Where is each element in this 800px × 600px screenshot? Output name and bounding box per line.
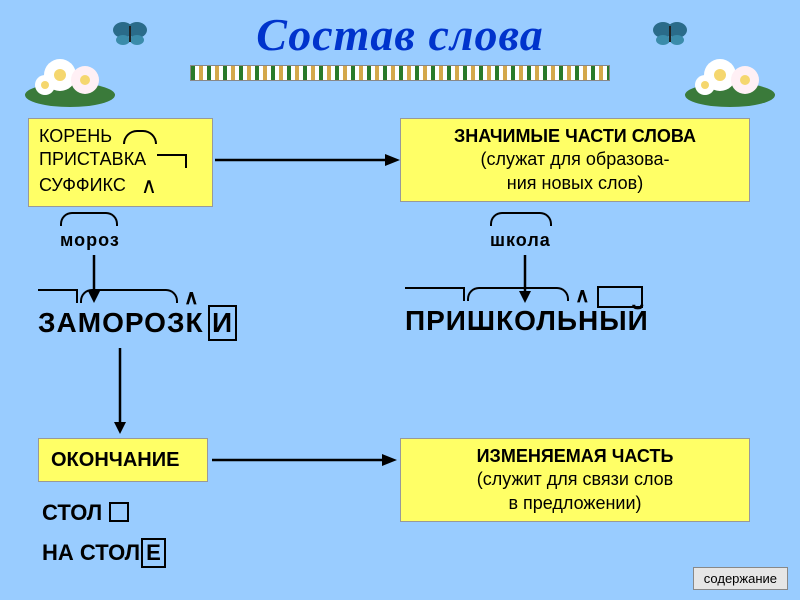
parts-box: КОРЕНЬ ПРИСТАВКА СУФФИКС ∧ — [28, 118, 213, 207]
meaning-box: ЗНАЧИМЫЕ ЧАСТИ СЛОВА (служат для образов… — [400, 118, 750, 202]
stol-ending-icon — [109, 502, 129, 522]
pattern-bar — [190, 65, 610, 81]
meaning-line2: (служат для образова- — [411, 148, 739, 171]
suffix-label: СУФФИКС — [39, 175, 126, 195]
word-shkola: школа — [490, 230, 551, 251]
zamorozki-base: ЗАМОРОЗК — [38, 307, 204, 338]
ending-box: ОКОНЧАНИЕ — [38, 438, 208, 482]
word-nastole: НА СТОЛЕ — [42, 538, 166, 568]
zamorozki-ending: И — [208, 305, 237, 341]
butterfly-left-icon — [110, 18, 150, 48]
butterfly-right-icon — [650, 18, 690, 48]
moroz-text: мороз — [60, 230, 120, 250]
root-symbol-icon — [123, 130, 157, 144]
prishkolny-text: ПРИШКОЛЬНЫЙ — [405, 305, 649, 336]
flower-right-icon — [680, 40, 780, 110]
arrow-zamorozki-down-icon — [110, 348, 130, 436]
changing-line1: ИЗМЕНЯЕМАЯ ЧАСТЬ — [411, 445, 739, 468]
changing-box: ИЗМЕНЯЕМАЯ ЧАСТЬ (служит для связи слов … — [400, 438, 750, 522]
arrow-ending-changing-icon — [212, 445, 402, 475]
flower-left-icon — [20, 40, 120, 110]
ending-label: ОКОНЧАНИЕ — [51, 449, 179, 471]
changing-line2: (служит для связи слов — [411, 468, 739, 491]
meaning-line1: ЗНАЧИМЫЕ ЧАСТИ СЛОВА — [411, 125, 739, 148]
meaning-line3: ния новых слов) — [411, 172, 739, 195]
root-label: КОРЕНЬ — [39, 126, 112, 146]
prefix-label: ПРИСТАВКА — [39, 149, 146, 169]
contents-button[interactable]: содержание — [693, 567, 788, 590]
changing-line3: в предложении) — [411, 492, 739, 515]
nastole-ending: Е — [141, 538, 166, 568]
stol-text: СТОЛ — [42, 500, 102, 525]
suffix-symbol-icon: ∧ — [141, 172, 157, 201]
prefix-symbol-icon — [157, 154, 187, 168]
nastole-pre: НА СТОЛ — [42, 540, 140, 565]
shkola-text: школа — [490, 230, 551, 250]
word-moroz: мороз — [60, 230, 120, 251]
word-stol: СТОЛ — [42, 500, 129, 526]
word-zamorozki: ∧ ЗАМОРОЗК И — [38, 305, 237, 341]
arrow-parts-meaning-icon — [215, 145, 405, 175]
word-prishkolny: ∧ ПРИШКОЛЬНЫЙ — [405, 305, 649, 337]
